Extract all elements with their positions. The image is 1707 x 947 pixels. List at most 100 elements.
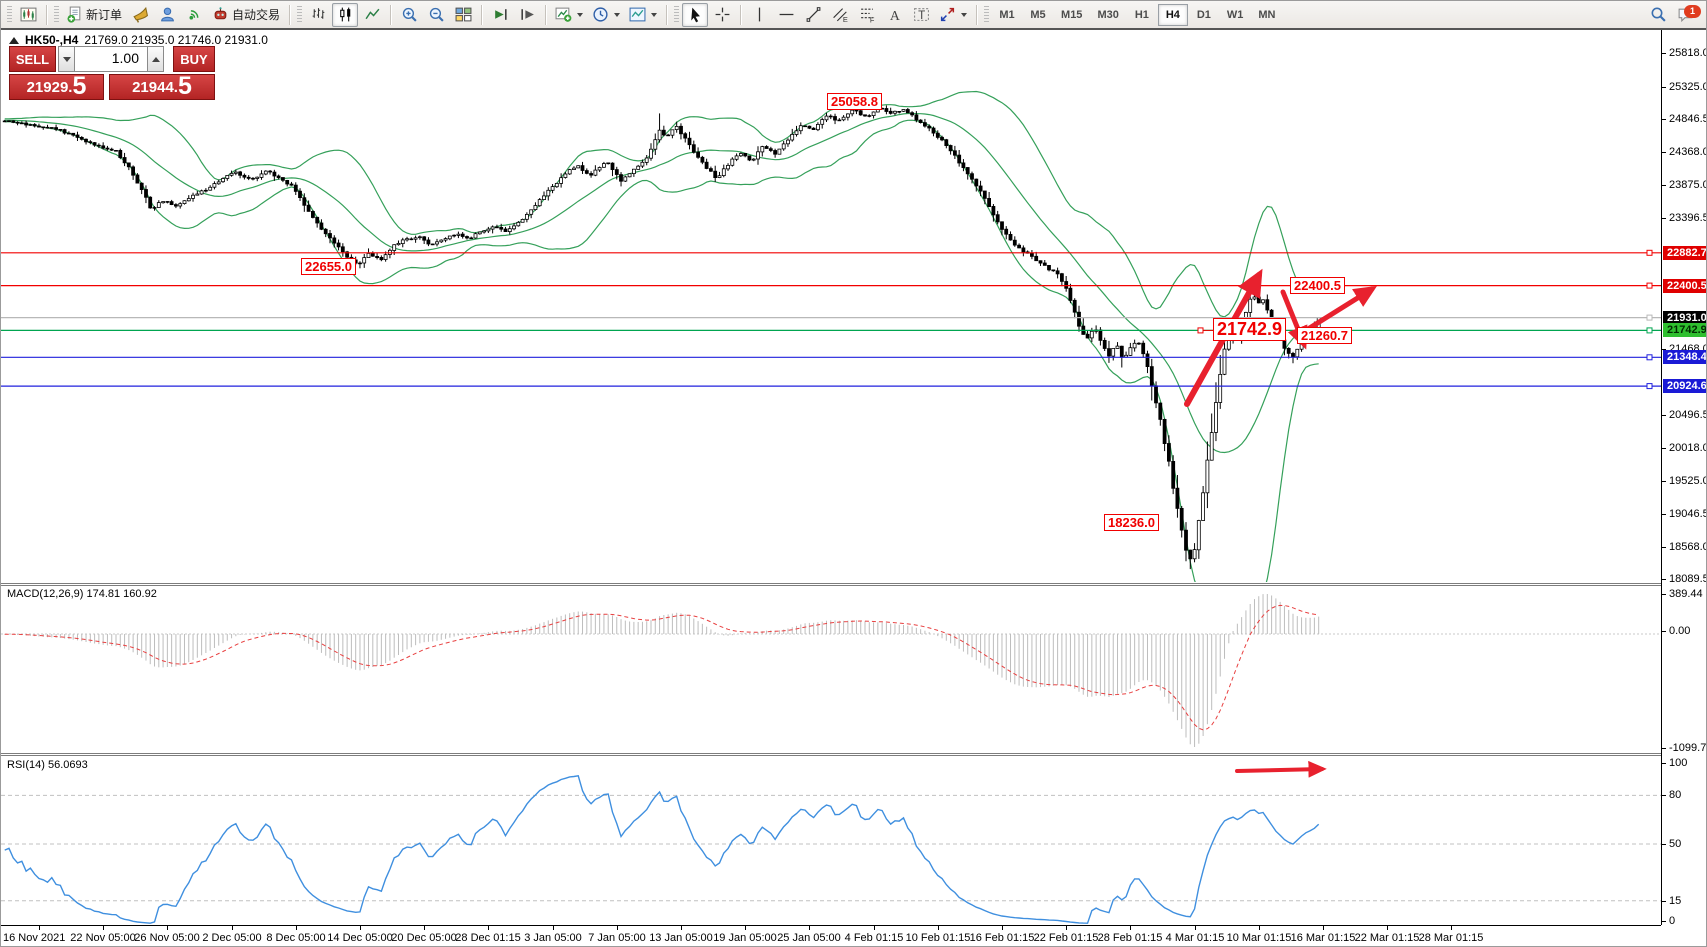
search-button[interactable] — [1645, 3, 1671, 27]
trend-arrow[interactable] — [1297, 285, 1378, 337]
sell-button[interactable]: SELL — [9, 46, 56, 72]
price-axis-tick — [1662, 218, 1666, 219]
panel-separator[interactable] — [1, 753, 1661, 754]
line-handle-marker[interactable] — [1646, 383, 1653, 390]
zoom-out-icon — [429, 7, 444, 22]
zoom-out-button[interactable] — [423, 3, 449, 27]
trend-arrow[interactable] — [1235, 760, 1327, 778]
panel-separator[interactable] — [1, 585, 1661, 586]
text-label-icon: T — [913, 8, 929, 22]
cursor-tool-button[interactable] — [682, 2, 709, 27]
time-axis-label: 19 Jan 05:00 — [713, 932, 777, 944]
svg-text:T: T — [918, 9, 925, 22]
toolbar-drag-handle[interactable] — [297, 5, 303, 24]
panel-separator[interactable] — [1, 583, 1661, 584]
new-chart-button[interactable] — [15, 3, 41, 27]
timeframe-button-m15[interactable]: M15 — [1054, 4, 1089, 26]
auto-trade-button[interactable]: 自动交易 — [208, 3, 284, 27]
line-handle-marker[interactable] — [1646, 249, 1653, 256]
price-annotation-label[interactable]: 22400.5 — [1290, 277, 1345, 294]
time-axis[interactable]: 16 Nov 2021 22 Nov 05:00 26 Nov 05:00 2 Dec… — [1, 925, 1661, 946]
auto-scroll-button[interactable] — [487, 3, 513, 27]
notifications-button[interactable]: 1 — [1672, 3, 1701, 27]
indicators-button[interactable] — [551, 3, 587, 27]
price-axis-tick — [1662, 53, 1666, 54]
timeframe-button-m30[interactable]: M30 — [1090, 4, 1125, 26]
timeframe-button-h4[interactable]: H4 — [1157, 3, 1188, 26]
fibonacci-tool-button[interactable]: F — [854, 3, 880, 27]
buy-button[interactable]: BUY — [173, 46, 215, 72]
clock-icon — [593, 7, 608, 22]
time-axis-tick — [1002, 926, 1003, 930]
channel-tool-button[interactable]: E — [827, 3, 853, 27]
price-axis-tick — [1662, 748, 1666, 749]
crosshair-tool-button[interactable] — [709, 3, 735, 27]
timeframe-button-d1[interactable]: D1 — [1189, 4, 1219, 26]
time-axis-label: 7 Jan 05:00 — [588, 932, 646, 944]
text-label-tool-button[interactable]: T — [908, 3, 934, 27]
line-chart-mode-button[interactable] — [359, 3, 385, 27]
rsi-panel-canvas[interactable] — [1, 756, 1661, 924]
volume-decrease-button[interactable] — [58, 46, 75, 72]
horizontal-line-tool-button[interactable] — [773, 3, 799, 27]
price-annotation-label[interactable]: 22655.0 — [301, 258, 356, 275]
zoom-in-button[interactable] — [396, 3, 422, 27]
panel-separator[interactable] — [1, 755, 1661, 756]
notification-count-badge: 1 — [1684, 4, 1701, 18]
cursor-icon — [690, 7, 700, 23]
line-handle-marker[interactable] — [1646, 314, 1653, 321]
vertical-line-tool-button[interactable] — [746, 3, 772, 27]
horn-icon — [132, 6, 148, 23]
indicator-axis-label: 80 — [1669, 789, 1682, 801]
timeframe-button-m5[interactable]: M5 — [1023, 4, 1053, 26]
timeframe-button-m1[interactable]: M1 — [992, 4, 1022, 26]
price-axis-label: 23875.0 — [1669, 179, 1707, 191]
price-axis-label: 25818.0 — [1669, 47, 1707, 59]
publisher-button[interactable] — [127, 3, 153, 27]
text-tool-button[interactable]: A — [881, 3, 907, 27]
line-handle-marker[interactable] — [1646, 282, 1653, 289]
time-axis-tick — [809, 926, 810, 930]
toolbar-drag-handle[interactable] — [54, 5, 59, 24]
line-handle-marker[interactable] — [1646, 327, 1653, 334]
periods-button[interactable] — [588, 3, 624, 27]
toolbar-drag-handle[interactable] — [7, 5, 12, 24]
sell-price[interactable]: 21929. 5 — [9, 74, 104, 100]
bar-chart-mode-button[interactable] — [305, 3, 331, 27]
indicator-axis-label: 0.00 — [1669, 625, 1691, 637]
tile-windows-button[interactable] — [450, 3, 476, 27]
price-axis-tick — [1662, 481, 1666, 482]
timeframe-button-h1[interactable]: H1 — [1127, 4, 1157, 26]
zoom-in-icon — [402, 7, 417, 22]
person-icon — [160, 7, 174, 22]
buy-price[interactable]: 21944. 5 — [109, 74, 215, 100]
price-annotation-label[interactable]: 21260.7 — [1297, 327, 1352, 344]
price-axis-tick — [1662, 514, 1666, 515]
arrows-tool-button[interactable] — [935, 3, 971, 27]
line-handle-marker[interactable] — [1646, 354, 1653, 361]
main-chart-canvas[interactable] — [1, 30, 1661, 582]
toolbar-drag-handle[interactable] — [984, 5, 990, 24]
price-axis-label: 20018.0 — [1669, 442, 1707, 454]
price-annotation-label[interactable]: 18236.0 — [1104, 514, 1159, 531]
price-axis[interactable]: 25818.0 25325.0 24846.5 24368.0 23875.0 23396… — [1661, 30, 1707, 927]
community-button[interactable] — [154, 3, 180, 27]
timeframe-button-mn[interactable]: MN — [1251, 4, 1282, 26]
trendline-tool-button[interactable] — [800, 3, 826, 27]
bollinger-band-line — [4, 119, 1319, 582]
templates-button[interactable] — [625, 3, 661, 27]
price-annotation-label[interactable]: 21742.9 — [1213, 318, 1287, 341]
timeframe-button-w1[interactable]: W1 — [1220, 4, 1251, 26]
signals-button[interactable] — [181, 3, 207, 27]
new-chart-icon — [20, 7, 36, 22]
macd-panel-canvas[interactable] — [1, 586, 1661, 753]
volume-increase-button[interactable] — [147, 46, 164, 72]
new-order-button[interactable]: 新订单 — [62, 3, 126, 27]
price-annotation-label[interactable]: 25058.8 — [827, 93, 882, 110]
candlestick-mode-button[interactable] — [332, 2, 359, 27]
chart-shift-button[interactable] — [514, 3, 540, 27]
bar-chart-icon — [312, 8, 324, 19]
volume-input[interactable]: 1.00 — [74, 46, 148, 72]
toolbar-drag-handle[interactable] — [674, 5, 680, 24]
collapse-panel-icon[interactable] — [9, 36, 19, 44]
